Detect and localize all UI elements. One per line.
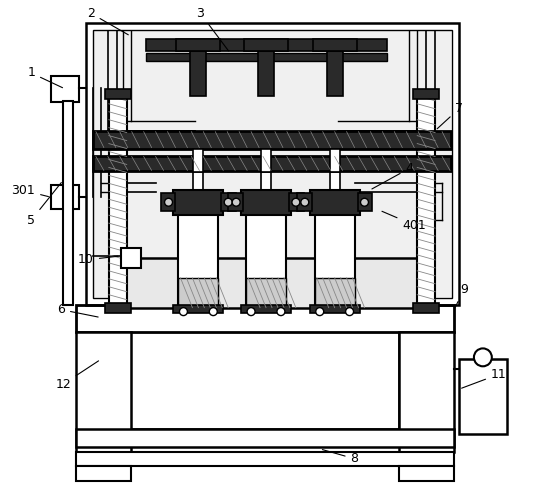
Bar xyxy=(413,89,439,99)
Bar xyxy=(86,23,459,305)
Bar xyxy=(93,131,451,149)
Bar xyxy=(258,51,274,96)
Circle shape xyxy=(345,308,354,316)
Bar xyxy=(193,149,203,172)
Bar xyxy=(161,193,176,211)
Bar xyxy=(76,333,131,452)
Bar xyxy=(261,149,271,172)
Circle shape xyxy=(316,308,324,316)
Bar xyxy=(76,452,454,466)
Bar xyxy=(289,193,304,211)
Bar xyxy=(93,155,451,171)
Bar xyxy=(93,30,452,298)
Bar xyxy=(310,190,359,215)
Bar xyxy=(146,39,387,51)
Bar xyxy=(193,172,203,192)
Bar xyxy=(105,89,131,99)
Text: 301: 301 xyxy=(11,184,49,197)
Bar xyxy=(178,210,218,308)
Text: 5: 5 xyxy=(27,183,61,226)
Circle shape xyxy=(360,198,368,206)
Bar xyxy=(315,278,355,308)
Circle shape xyxy=(292,198,300,206)
Text: 2: 2 xyxy=(87,7,128,35)
Bar xyxy=(329,172,340,192)
Bar xyxy=(241,190,291,215)
Text: 8: 8 xyxy=(323,450,358,465)
Bar xyxy=(246,278,286,308)
Circle shape xyxy=(247,308,255,316)
Text: 10: 10 xyxy=(78,253,118,266)
Bar xyxy=(399,466,454,481)
Text: 7: 7 xyxy=(437,102,463,129)
Circle shape xyxy=(209,308,217,316)
Circle shape xyxy=(164,198,172,206)
Bar xyxy=(313,39,357,51)
Bar xyxy=(246,210,286,308)
Bar xyxy=(261,172,271,192)
Circle shape xyxy=(474,348,492,366)
Text: 1: 1 xyxy=(27,67,62,88)
Bar xyxy=(105,302,131,313)
Circle shape xyxy=(301,198,309,206)
Bar xyxy=(174,305,223,313)
Bar xyxy=(329,149,340,172)
Circle shape xyxy=(224,198,232,206)
Bar xyxy=(121,248,140,268)
Bar xyxy=(191,51,206,96)
Text: 3: 3 xyxy=(197,7,229,51)
Bar xyxy=(109,91,127,305)
Bar xyxy=(315,210,355,308)
Bar xyxy=(76,305,454,333)
Bar xyxy=(51,76,79,102)
Bar xyxy=(131,333,399,429)
Text: 12: 12 xyxy=(55,361,99,391)
Text: 401: 401 xyxy=(382,211,426,232)
Bar xyxy=(244,39,288,51)
Bar xyxy=(417,91,435,305)
Bar xyxy=(413,302,439,313)
Bar xyxy=(310,305,359,313)
Bar xyxy=(297,193,312,211)
Bar xyxy=(228,193,243,211)
Bar xyxy=(94,31,451,297)
Bar xyxy=(459,359,507,434)
Bar xyxy=(399,333,454,452)
Bar xyxy=(174,190,223,215)
Text: 6: 6 xyxy=(57,303,98,317)
Bar xyxy=(241,305,291,313)
Bar xyxy=(358,193,372,211)
Circle shape xyxy=(277,308,285,316)
Bar xyxy=(176,39,220,51)
Bar xyxy=(63,101,73,305)
Bar xyxy=(221,193,236,211)
Bar xyxy=(146,53,387,61)
Bar xyxy=(51,186,79,209)
Text: 11: 11 xyxy=(461,368,507,388)
Bar xyxy=(327,51,343,96)
Bar xyxy=(76,466,131,481)
Bar xyxy=(125,263,417,302)
Bar xyxy=(76,429,454,447)
Text: 4: 4 xyxy=(372,162,413,189)
Circle shape xyxy=(232,198,240,206)
Text: 9: 9 xyxy=(456,283,468,307)
Circle shape xyxy=(179,308,187,316)
Bar xyxy=(178,278,218,308)
Bar xyxy=(121,258,422,308)
